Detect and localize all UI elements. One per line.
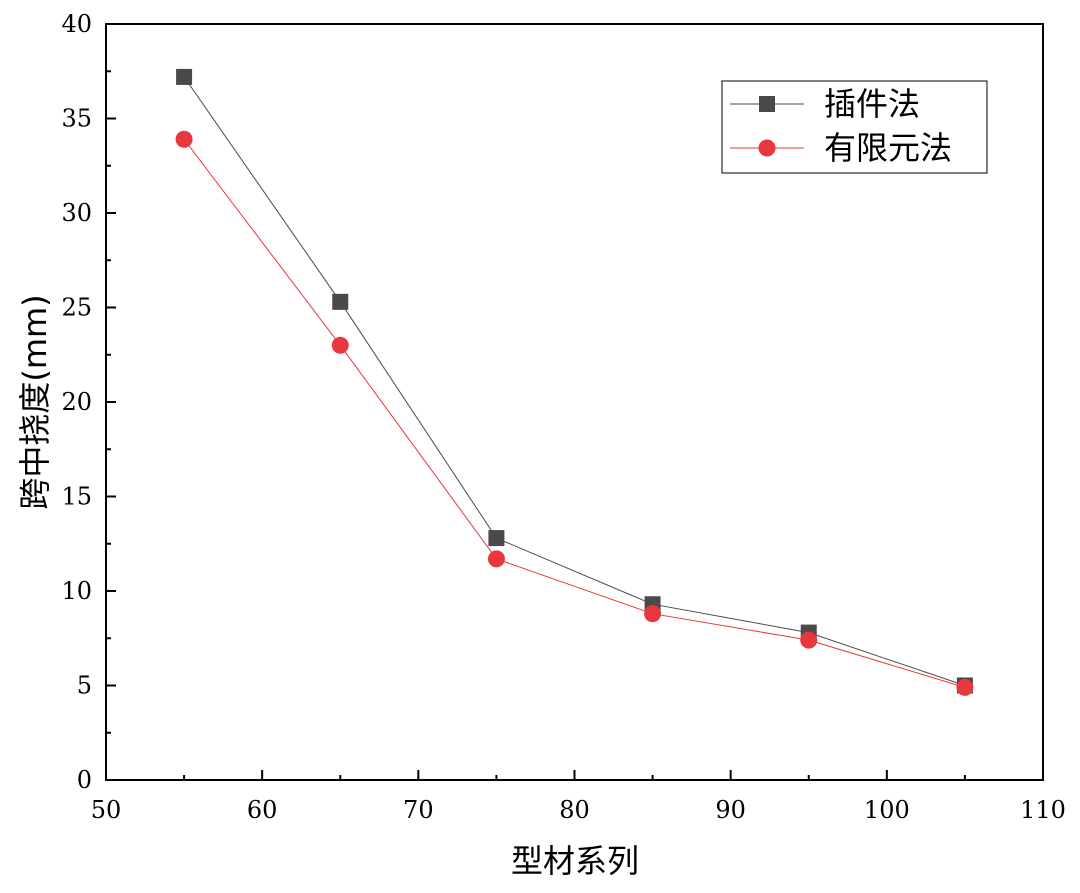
y-tick-label: 0 xyxy=(77,766,92,794)
x-tick-label: 70 xyxy=(403,796,434,824)
y-tick-label: 35 xyxy=(61,105,92,133)
data-point xyxy=(175,130,193,148)
legend-marker xyxy=(758,139,776,157)
x-tick-label: 110 xyxy=(1020,796,1066,824)
y-tick-label: 5 xyxy=(77,672,92,700)
x-tick-label: 90 xyxy=(715,796,746,824)
y-tick-label: 10 xyxy=(61,577,92,605)
data-point xyxy=(331,336,349,354)
axis-ticks xyxy=(105,23,1044,781)
series-line xyxy=(183,76,966,686)
y-tick-label: 40 xyxy=(61,10,92,38)
y-tick-label: 25 xyxy=(61,294,92,322)
data-point xyxy=(176,68,193,85)
data-point xyxy=(487,550,505,568)
data-point xyxy=(332,293,349,310)
y-axis-title: 跨中挠度(mm) xyxy=(16,294,54,509)
legend-item: 有限元法 xyxy=(730,129,952,167)
legend-label: 插件法 xyxy=(824,85,920,123)
data-point xyxy=(488,530,505,547)
legend-label: 有限元法 xyxy=(824,129,952,167)
y-tick-label: 20 xyxy=(61,388,92,416)
x-axis-title: 型材系列 xyxy=(511,842,639,880)
legend-marker xyxy=(759,96,775,112)
y-tick-label: 15 xyxy=(61,483,92,511)
data-point xyxy=(956,678,974,696)
x-tick-label: 60 xyxy=(247,796,278,824)
data-point xyxy=(800,631,818,649)
series-2 xyxy=(175,130,974,696)
series-line xyxy=(183,138,966,688)
x-tick-label: 100 xyxy=(864,796,910,824)
x-tick-label: 50 xyxy=(91,796,122,824)
series-layer xyxy=(175,68,974,696)
y-tick-label: 30 xyxy=(61,199,92,227)
legend-item: 插件法 xyxy=(730,85,920,123)
axis-tick-labels: 50 60 70 80 90 100 110 0 5 10 15 20 25 30 35 40 xyxy=(61,10,1065,824)
x-tick-label: 80 xyxy=(559,796,590,824)
data-point xyxy=(644,605,662,623)
